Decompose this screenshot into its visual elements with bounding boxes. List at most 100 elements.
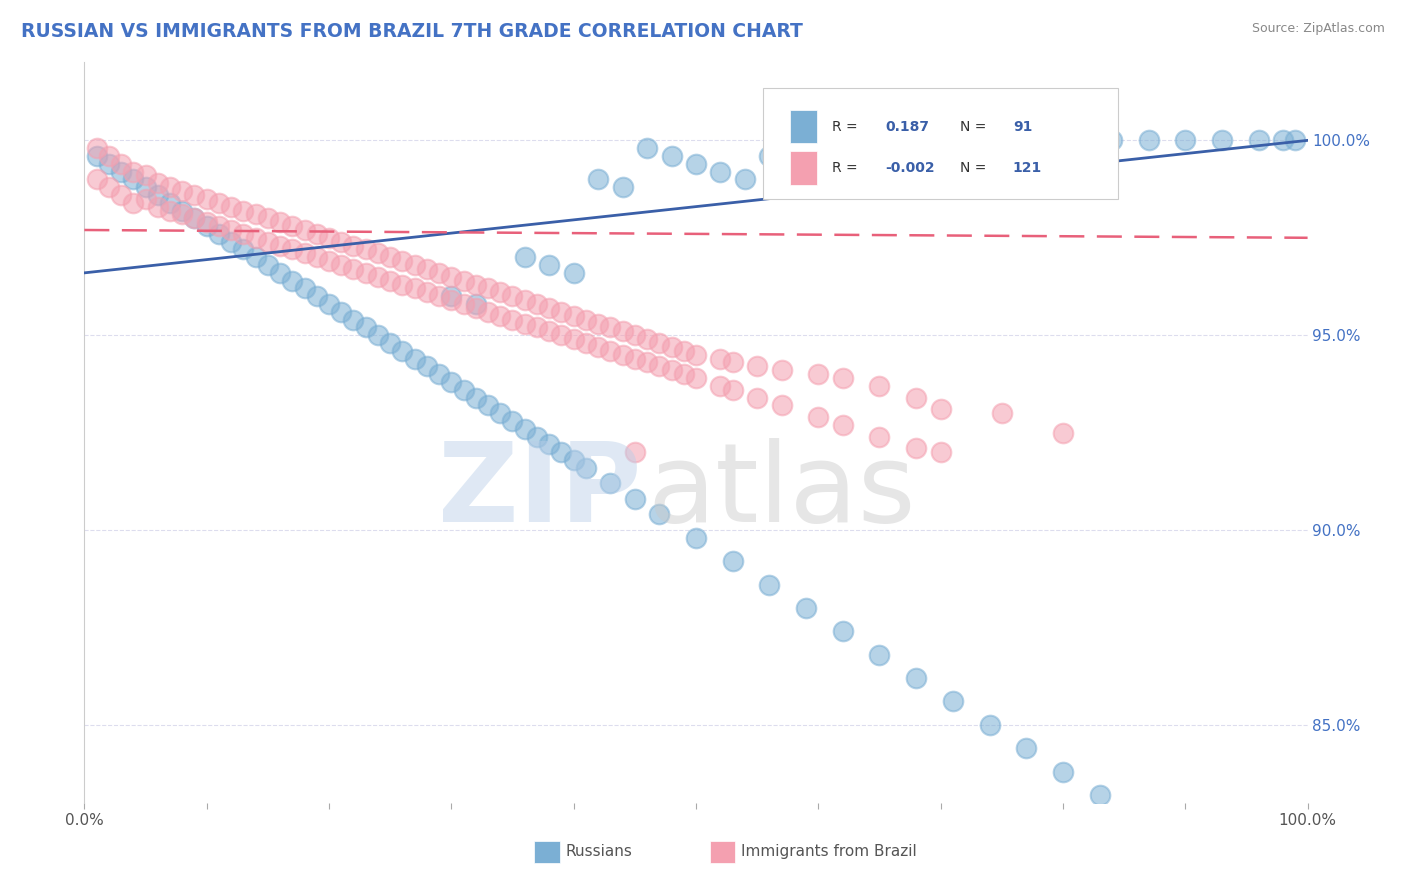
Point xyxy=(404,258,426,272)
Point xyxy=(135,192,157,206)
Point xyxy=(391,254,413,268)
Point xyxy=(709,164,731,178)
Point xyxy=(770,398,793,412)
Point xyxy=(172,184,194,198)
Point xyxy=(380,274,402,288)
Point xyxy=(219,200,242,214)
Text: 121: 121 xyxy=(1012,161,1042,175)
Point xyxy=(1284,133,1306,147)
Point xyxy=(538,258,561,272)
Point xyxy=(1064,133,1087,147)
Point xyxy=(612,180,634,194)
Point xyxy=(453,297,475,311)
Point xyxy=(538,301,561,315)
Point xyxy=(575,336,598,351)
Point xyxy=(172,203,194,218)
Point xyxy=(624,351,647,366)
Point xyxy=(783,157,806,171)
Point xyxy=(416,285,439,300)
Point xyxy=(269,238,291,252)
Point xyxy=(562,332,585,346)
Point xyxy=(97,149,120,163)
Point xyxy=(685,371,707,385)
Point xyxy=(636,332,658,346)
Point xyxy=(1161,835,1184,849)
Point xyxy=(624,445,647,459)
Point xyxy=(1125,811,1147,825)
Point xyxy=(183,188,205,202)
Point xyxy=(330,258,353,272)
Point xyxy=(869,429,891,443)
Point xyxy=(794,601,817,615)
Point xyxy=(661,340,683,354)
Text: 0.187: 0.187 xyxy=(886,120,929,134)
Point xyxy=(330,235,353,249)
Point xyxy=(685,531,707,545)
Text: -0.002: -0.002 xyxy=(886,161,935,175)
Point xyxy=(269,215,291,229)
Point xyxy=(354,320,377,334)
Point xyxy=(1174,133,1197,147)
Point xyxy=(905,441,928,455)
Point xyxy=(831,624,853,639)
Point xyxy=(747,359,769,374)
Point xyxy=(146,200,169,214)
Point xyxy=(599,343,621,358)
Text: Source: ZipAtlas.com: Source: ZipAtlas.com xyxy=(1251,22,1385,36)
Point xyxy=(464,297,486,311)
Point xyxy=(672,343,695,358)
Point xyxy=(122,164,145,178)
Point xyxy=(586,317,609,331)
Point xyxy=(905,671,928,685)
Point xyxy=(453,274,475,288)
Point xyxy=(110,188,132,202)
Point xyxy=(758,149,780,163)
Point xyxy=(404,281,426,295)
Point xyxy=(416,359,439,374)
Point xyxy=(648,508,671,522)
Point xyxy=(661,149,683,163)
Point xyxy=(159,195,181,210)
Point xyxy=(612,324,634,338)
Point xyxy=(747,391,769,405)
Point xyxy=(440,293,463,307)
Point xyxy=(562,309,585,323)
Text: N =: N = xyxy=(960,161,991,175)
Point xyxy=(318,254,340,268)
Point xyxy=(502,289,524,303)
Point xyxy=(991,133,1014,147)
Point xyxy=(624,328,647,343)
Text: Immigrants from Brazil: Immigrants from Brazil xyxy=(741,845,917,859)
Point xyxy=(648,359,671,374)
Text: 91: 91 xyxy=(1012,120,1032,134)
Point xyxy=(880,141,903,155)
Point xyxy=(183,211,205,226)
Point xyxy=(219,235,242,249)
Point xyxy=(599,476,621,491)
Point xyxy=(440,289,463,303)
Point xyxy=(464,391,486,405)
Point xyxy=(305,250,328,264)
Point xyxy=(281,243,304,257)
Point xyxy=(844,141,866,155)
Point xyxy=(562,266,585,280)
Point xyxy=(146,176,169,190)
Point xyxy=(97,180,120,194)
Point xyxy=(354,243,377,257)
Point xyxy=(550,328,572,343)
Point xyxy=(807,367,830,381)
Point xyxy=(257,235,280,249)
Point xyxy=(807,141,830,155)
Point xyxy=(489,309,512,323)
Point xyxy=(135,180,157,194)
Point xyxy=(672,367,695,381)
Point xyxy=(427,367,450,381)
Point xyxy=(685,348,707,362)
Point xyxy=(208,227,231,241)
Point xyxy=(122,195,145,210)
Text: atlas: atlas xyxy=(647,438,915,545)
Point xyxy=(440,375,463,389)
Text: R =: R = xyxy=(832,161,862,175)
Point xyxy=(380,250,402,264)
Text: RUSSIAN VS IMMIGRANTS FROM BRAZIL 7TH GRADE CORRELATION CHART: RUSSIAN VS IMMIGRANTS FROM BRAZIL 7TH GR… xyxy=(21,22,803,41)
